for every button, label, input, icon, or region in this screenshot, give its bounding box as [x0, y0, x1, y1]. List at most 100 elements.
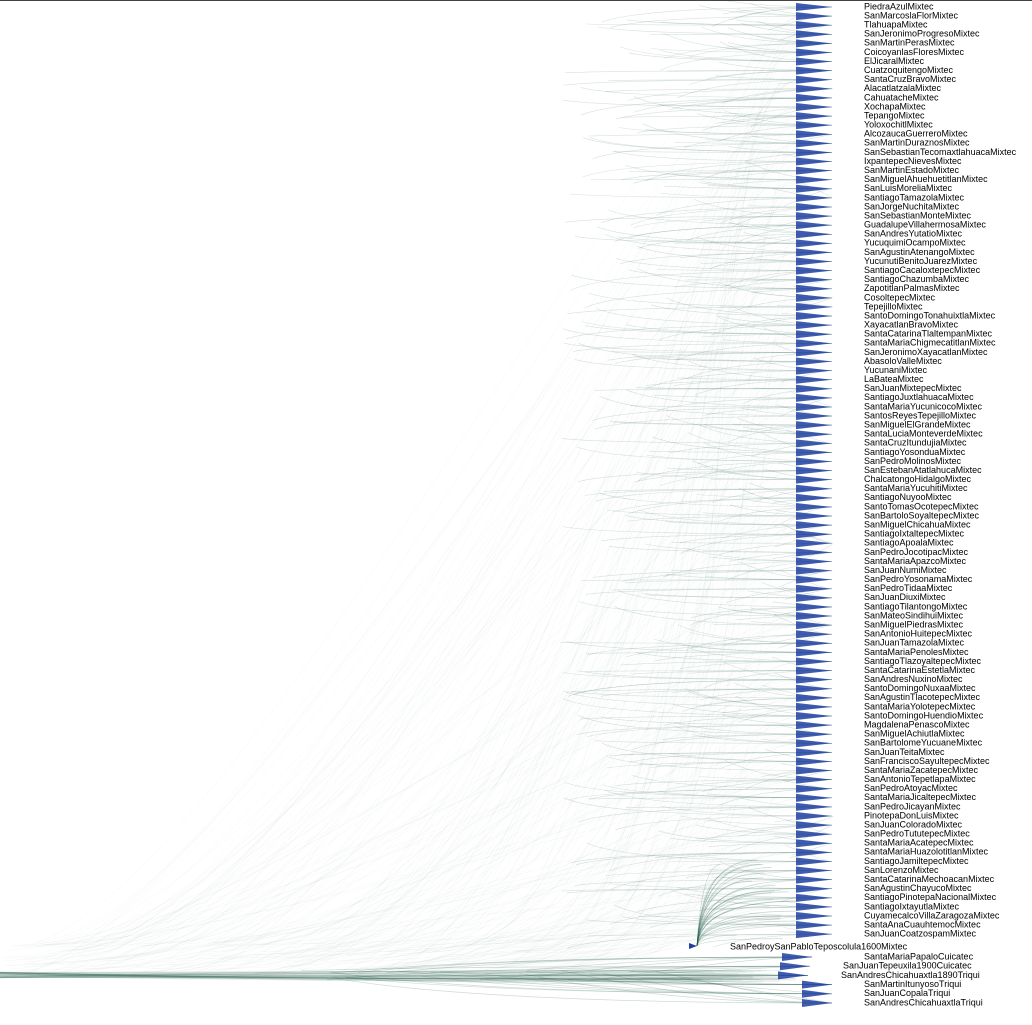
leaf-tip [796, 93, 832, 102]
leaf-tip [796, 702, 832, 711]
tree-branch [232, 515, 803, 977]
tree-branch [597, 26, 833, 35]
tree-branch [627, 515, 833, 522]
tree-branch [29, 824, 803, 965]
leaf-tip [796, 457, 832, 466]
tree-branch [277, 788, 803, 963]
tree-branch [65, 624, 803, 968]
tree-branch [363, 697, 803, 960]
tree-branch [495, 234, 803, 953]
tree-branch [323, 752, 803, 962]
leaf-tip [796, 421, 832, 430]
leaf-tip [796, 166, 832, 175]
tree-branch [547, 70, 803, 973]
tree-branch [605, 88, 833, 92]
tree-branch [597, 252, 803, 979]
tree-branch [336, 978, 833, 1004]
leaf-label: SanFranciscoSayultepecMixtec [864, 756, 990, 766]
leaf-label: SanLorenzoMixtec [864, 865, 939, 875]
tree-branch [696, 908, 735, 947]
leaf-tip [796, 502, 832, 511]
leaf-tip [796, 630, 832, 639]
leaf-tip [796, 412, 832, 421]
tree-branch [275, 152, 803, 959]
tree-branch [114, 79, 803, 979]
tree-branch [582, 161, 833, 178]
tree-branch [437, 34, 803, 974]
tree-branch [631, 354, 833, 371]
tree-branch [574, 236, 833, 244]
leaf-labels: PiedraAzulMixtecSanMarcoslaFlorMixtecTla… [730, 1, 1017, 1007]
leaf-label: SantaLuciaMonteverdeMixtec [864, 429, 983, 439]
tree-branch [636, 245, 833, 262]
leaf-label: SanJuanDiuxiMixtec [864, 592, 946, 602]
tree-branch [24, 843, 803, 964]
tree-branch [136, 443, 803, 968]
leaf-label: SanJeronimoXayacatlanMixtec [864, 347, 988, 357]
tree-branch [588, 134, 833, 137]
tree-branch [0, 973, 763, 980]
tree-branch [329, 179, 803, 963]
leaf-label: SanMarcoslaFlorMixtec [864, 10, 959, 20]
tree-branch [319, 888, 803, 978]
tree-branch [589, 137, 833, 153]
tree-branch [607, 509, 833, 517]
tree-branch [467, 915, 803, 971]
tree-branch [680, 977, 833, 1004]
tree-branch [245, 197, 803, 964]
tree-branch [495, 415, 803, 944]
tree-branch [600, 396, 833, 417]
tree-branch [497, 688, 803, 967]
tree-branch [615, 352, 833, 364]
tree-branch [44, 643, 803, 960]
leaf-tip [796, 448, 832, 457]
leaf-tip [796, 257, 832, 266]
tree-branch [34, 43, 803, 942]
tree-branch [696, 934, 737, 947]
tree-branch [563, 342, 833, 353]
tree-branch [200, 706, 803, 953]
tree-branch [452, 588, 803, 960]
tree-branch [628, 269, 833, 280]
leaf-label: SantaCatarinaMechoacanMixtec [864, 874, 995, 884]
leaf-tip [796, 75, 832, 84]
tree-branch [492, 606, 803, 956]
tree-branch [610, 906, 833, 925]
leaf-label: SantaMariaChigmecatitlanMixtec [864, 338, 996, 348]
tree-branch [330, 179, 803, 977]
tree-branch [219, 733, 803, 948]
tree-branch [497, 906, 803, 979]
leaf-label: SanMiguelPiedrasMixtec [864, 619, 964, 629]
tree-branch [187, 333, 803, 979]
tree-branch [586, 652, 833, 654]
tree-branch [10, 506, 803, 970]
tree-branch [696, 892, 772, 947]
tree-branch [21, 697, 803, 947]
tree-branch [596, 226, 833, 244]
leaf-tip [796, 148, 832, 157]
tree-branch [290, 179, 803, 966]
tree-branch [492, 724, 803, 961]
tree-branch [585, 325, 833, 335]
tree-branch [426, 661, 803, 962]
tree-branch [587, 797, 833, 800]
tree-branch [340, 933, 803, 970]
tree-branch [352, 852, 803, 969]
tree-branch [603, 488, 833, 492]
leaf-label: SantiagoTamazolaMixtec [864, 192, 965, 202]
tree-branch [604, 233, 833, 253]
tree-branch [170, 388, 803, 966]
tree-branch [45, 888, 803, 948]
tree-branch [83, 743, 803, 970]
tree-branch [196, 924, 803, 959]
leaf-tip [796, 312, 832, 321]
leaf-tip [796, 784, 832, 793]
tree-branch [384, 224, 803, 952]
outgroup-tip [689, 943, 697, 949]
tree-branch [577, 806, 833, 823]
leaf-tip [796, 602, 832, 611]
tree-branch [301, 965, 811, 971]
leaf-tip [796, 866, 832, 875]
leaf-label: SanEstebanAtatlahucaMixtec [864, 465, 982, 475]
tree-branch [586, 842, 833, 862]
